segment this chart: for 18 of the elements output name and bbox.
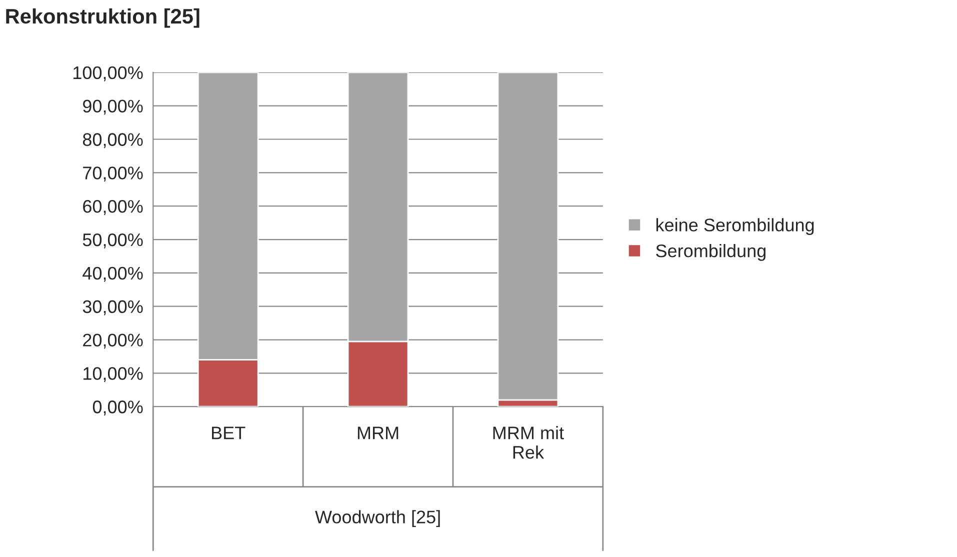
y-tick-label: 40,00% xyxy=(82,266,143,282)
x-tick-label: MRM xyxy=(358,426,398,440)
y-tick-label: 80,00% xyxy=(82,133,143,148)
x-axis-title: Woodworth [25] xyxy=(315,510,440,527)
y-tick-label: 90,00% xyxy=(83,100,143,115)
y-tick-label: 50,00% xyxy=(82,233,143,248)
y-tick-label: 70,00% xyxy=(83,166,143,182)
legend-label: Serombildung xyxy=(656,244,766,261)
chart-title: Rekonstruktion [25] xyxy=(6,8,200,28)
y-tick-label: 0,00% xyxy=(92,400,143,416)
y-tick-label: 20,00% xyxy=(83,334,143,349)
y-tick-label: 10,00% xyxy=(84,367,143,382)
y-tick-label: 100,00% xyxy=(74,66,143,82)
legend-label: keine Serombildung xyxy=(656,218,814,235)
y-tick-label: 60,00% xyxy=(83,200,143,215)
x-tick-label: BET xyxy=(212,426,246,440)
y-tick-label: 30,00% xyxy=(82,300,143,316)
x-tick-label: MRM mit Rek xyxy=(493,426,564,459)
